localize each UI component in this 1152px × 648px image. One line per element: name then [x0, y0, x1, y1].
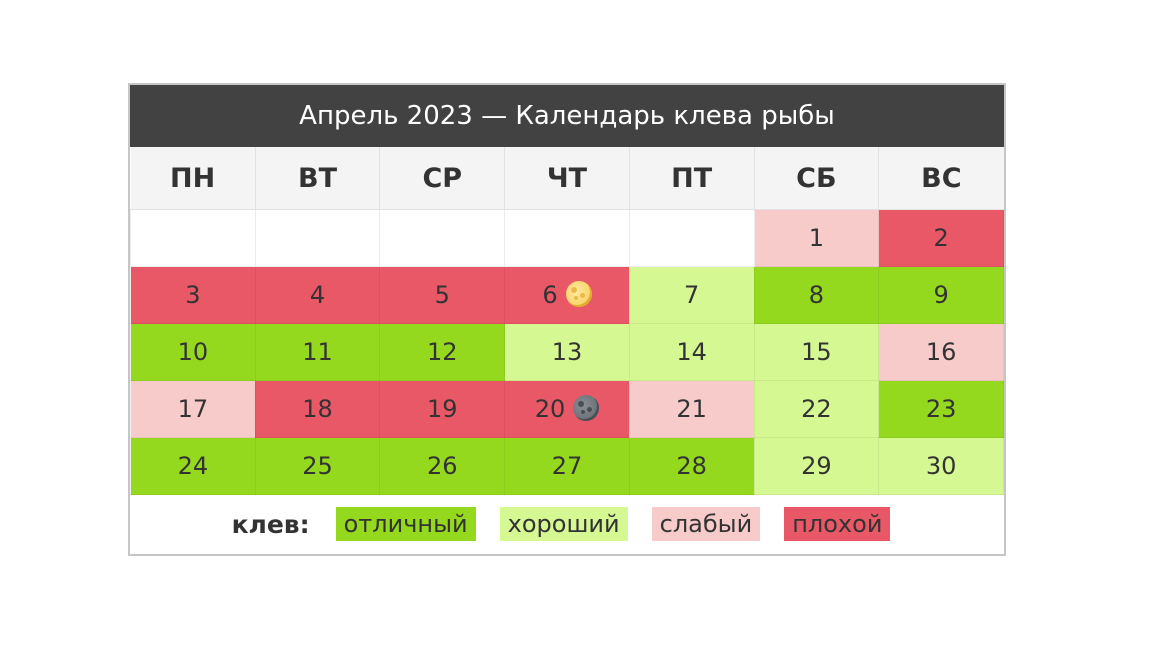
empty-day-cell — [130, 209, 256, 267]
day-number: 8 — [808, 281, 824, 309]
day-cell: 7 — [628, 266, 755, 324]
day-number: 12 — [426, 338, 458, 366]
day-cell: 28 — [628, 437, 755, 495]
empty-day-cell — [379, 209, 506, 267]
day-cell: 13 — [504, 323, 630, 381]
day-cell: 25 — [254, 437, 381, 495]
calendar-body: 1 2 3 4 5 6 7 8 9 10 11 12 13 14 15 16 17 18 19 20 21 22 23 24 2… — [130, 209, 1004, 495]
weekday-thu: ЧТ — [504, 147, 630, 210]
day-number: 9 — [933, 281, 949, 309]
fishing-calendar: Апрель 2023 — Календарь клева рыбы ПН ВТ… — [128, 83, 1006, 556]
weekday-sat: СБ — [754, 147, 880, 210]
day-number: 10 — [177, 338, 209, 366]
day-cell: 3 — [130, 266, 256, 324]
day-number: 16 — [925, 338, 957, 366]
day-number: 26 — [426, 452, 458, 480]
day-number: 22 — [801, 395, 832, 423]
day-number: 30 — [925, 452, 957, 480]
full-moon-icon — [565, 281, 592, 307]
day-cell: 16 — [878, 323, 1004, 381]
day-number: 28 — [676, 452, 707, 480]
calendar-grid: ПН ВТ СР ЧТ ПТ СБ ВС 1 2 3 4 5 6 7 8 9 10 11 12 13 14… — [130, 147, 1004, 495]
legend-items: отличный хороший слабый плохой — [324, 507, 903, 541]
calendar-week-row: 10 11 12 13 14 15 16 — [130, 323, 1004, 381]
legend-item-weak: слабый — [651, 507, 761, 541]
weekday-mon: ПН — [130, 147, 256, 210]
empty-day-cell — [504, 209, 630, 267]
legend-item-bad: плохой — [784, 507, 891, 541]
day-number: 5 — [434, 281, 450, 309]
legend: клев: отличный хороший слабый плохой — [130, 495, 1004, 553]
legend-title: клев: — [231, 509, 310, 539]
weekday-wed: СР — [379, 147, 506, 210]
calendar-title: Апрель 2023 — Календарь клева рыбы — [130, 85, 1004, 147]
empty-day-cell — [628, 209, 755, 267]
legend-item-excellent: отличный — [335, 507, 476, 541]
calendar-week-row: 17 18 19 20 21 22 23 — [130, 380, 1004, 438]
day-number: 23 — [925, 395, 957, 423]
day-cell: 19 — [379, 380, 506, 438]
day-number: 1 — [808, 224, 824, 252]
day-cell: 6 — [504, 266, 630, 324]
day-number: 11 — [302, 338, 333, 366]
day-cell: 30 — [878, 437, 1004, 495]
calendar-week-row: 3 4 5 6 7 8 9 — [130, 266, 1004, 324]
day-number: 20 — [534, 395, 566, 423]
day-number: 4 — [309, 281, 326, 309]
day-number: 3 — [185, 281, 201, 309]
day-cell: 4 — [254, 266, 381, 324]
day-cell: 27 — [504, 437, 630, 495]
day-cell: 20 — [504, 380, 630, 438]
day-number: 15 — [801, 338, 832, 366]
day-cell: 15 — [753, 323, 880, 381]
day-cell: 26 — [379, 437, 506, 495]
day-cell: 2 — [878, 209, 1004, 267]
new-moon-icon — [573, 395, 600, 421]
weekday-tue: ВТ — [255, 147, 381, 210]
day-number: 19 — [426, 395, 458, 423]
day-cell: 9 — [878, 266, 1004, 324]
day-number: 14 — [676, 338, 707, 366]
day-cell: 24 — [130, 437, 256, 495]
day-number: 2 — [933, 224, 949, 252]
day-number: 29 — [801, 452, 832, 480]
day-cell: 17 — [130, 380, 256, 438]
day-cell: 21 — [628, 380, 755, 438]
weekday-header-row: ПН ВТ СР ЧТ ПТ СБ ВС — [130, 147, 1004, 210]
day-cell: 1 — [753, 209, 880, 267]
day-cell: 5 — [379, 266, 506, 324]
day-number: 17 — [177, 395, 209, 423]
weekday-sun: ВС — [878, 147, 1004, 210]
day-number: 27 — [551, 452, 583, 480]
legend-item-good: хороший — [499, 507, 628, 541]
day-cell: 23 — [878, 380, 1004, 438]
day-cell: 18 — [254, 380, 381, 438]
weekday-fri: ПТ — [629, 147, 755, 210]
day-number: 24 — [177, 452, 209, 480]
day-cell: 14 — [628, 323, 755, 381]
day-cell: 10 — [130, 323, 256, 381]
calendar-week-row: 24 25 26 27 28 29 30 — [130, 437, 1004, 495]
day-cell: 11 — [254, 323, 381, 381]
day-number: 13 — [551, 338, 583, 366]
day-number: 6 — [542, 281, 558, 309]
day-cell: 22 — [753, 380, 880, 438]
day-number: 18 — [302, 395, 333, 423]
day-number: 25 — [302, 452, 333, 480]
day-cell: 12 — [379, 323, 506, 381]
day-cell: 29 — [753, 437, 880, 495]
day-number: 21 — [676, 395, 707, 423]
day-cell: 8 — [753, 266, 880, 324]
day-number: 7 — [684, 281, 700, 309]
empty-day-cell — [254, 209, 381, 267]
